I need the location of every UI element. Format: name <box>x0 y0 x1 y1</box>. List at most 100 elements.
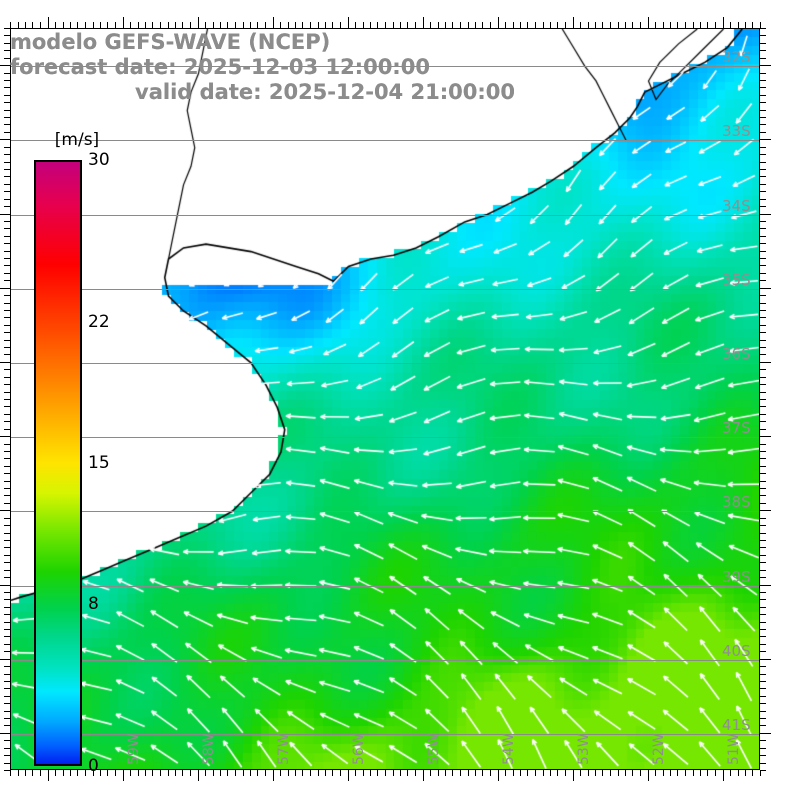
axis-tick <box>663 22 664 28</box>
axis-tick <box>760 533 766 534</box>
axis-tick <box>452 22 453 28</box>
axis-tick <box>4 80 10 81</box>
axis-tick <box>310 770 311 776</box>
axis-tick <box>760 80 766 81</box>
gridline-lat <box>11 437 759 438</box>
axis-tick <box>100 22 101 28</box>
axis-tick <box>4 622 10 623</box>
axis-tick <box>4 518 10 519</box>
axis-tick <box>4 273 10 274</box>
colorbar-tick: 8 <box>88 594 99 615</box>
axis-tick <box>55 22 56 28</box>
gridline-lat <box>11 66 759 67</box>
axis-tick <box>0 436 10 437</box>
axis-tick <box>93 22 94 28</box>
longitude-label: 56W <box>350 733 367 765</box>
axis-tick <box>400 22 401 28</box>
axis-tick <box>235 770 236 776</box>
axis-tick <box>760 592 766 593</box>
axis-tick <box>760 473 766 474</box>
axis-tick <box>377 770 378 776</box>
axis-tick <box>55 770 56 776</box>
axis-tick <box>760 392 766 393</box>
axis-tick <box>760 199 766 200</box>
axis-tick <box>670 770 671 776</box>
axis-tick <box>760 117 766 118</box>
gridline-lat <box>11 660 759 661</box>
axis-tick <box>85 770 86 776</box>
axis-tick <box>160 770 161 776</box>
axis-tick <box>4 481 10 482</box>
axis-tick <box>4 473 10 474</box>
axis-tick <box>760 503 766 504</box>
axis-tick <box>752 770 753 776</box>
axis-tick <box>4 303 10 304</box>
axis-tick <box>48 17 49 28</box>
axis-tick <box>760 674 766 675</box>
axis-tick <box>32 770 33 776</box>
gridline-lat <box>11 586 759 587</box>
longitude-label: 59W <box>125 733 142 765</box>
axis-tick <box>760 317 766 318</box>
axis-tick <box>505 22 506 28</box>
axis-tick <box>4 666 10 667</box>
axis-tick <box>588 770 589 776</box>
axis-tick <box>760 169 766 170</box>
axis-tick <box>4 243 10 244</box>
axis-tick <box>257 22 258 28</box>
axis-tick <box>10 770 11 776</box>
axis-tick <box>4 644 10 645</box>
axis-tick <box>573 770 574 781</box>
axis-tick <box>760 43 766 44</box>
axis-tick <box>4 555 10 556</box>
axis-tick <box>4 28 10 29</box>
axis-tick <box>107 22 108 28</box>
axis-tick <box>760 562 766 563</box>
axis-tick <box>648 770 649 781</box>
axis-tick <box>4 251 10 252</box>
axis-tick <box>100 770 101 776</box>
axis-tick <box>513 22 514 28</box>
latitude-label: 33S <box>722 122 751 141</box>
axis-tick <box>760 303 766 304</box>
axis-tick <box>760 406 766 407</box>
axis-tick <box>318 770 319 776</box>
axis-tick <box>393 22 394 28</box>
axis-tick <box>760 414 766 415</box>
axis-tick <box>535 770 536 776</box>
longitude-label: 51W <box>725 733 742 765</box>
axis-tick <box>595 770 596 776</box>
longitude-label: 53W <box>575 733 592 765</box>
axis-tick <box>4 310 10 311</box>
axis-tick <box>760 466 766 467</box>
map-plot-area <box>10 28 760 770</box>
axis-tick <box>4 347 10 348</box>
axis-tick <box>4 488 10 489</box>
axis-tick <box>385 22 386 28</box>
axis-tick <box>655 22 656 28</box>
colorbar-tick: 22 <box>88 311 110 332</box>
axis-tick <box>618 770 619 776</box>
axis-tick <box>130 770 131 776</box>
axis-tick <box>205 22 206 28</box>
axis-tick <box>625 22 626 28</box>
axis-tick <box>4 607 10 608</box>
axis-tick <box>760 251 766 252</box>
axis-tick <box>760 703 766 704</box>
axis-tick <box>4 206 10 207</box>
axis-tick <box>693 770 694 776</box>
axis-tick <box>257 770 258 776</box>
axis-tick <box>520 22 521 28</box>
axis-tick <box>4 674 10 675</box>
axis-tick <box>4 495 10 496</box>
axis-tick <box>145 770 146 776</box>
axis-tick <box>760 525 766 526</box>
axis-tick <box>415 22 416 28</box>
axis-tick <box>4 533 10 534</box>
axis-tick <box>760 191 766 192</box>
axis-tick <box>25 770 26 776</box>
axis-tick <box>752 22 753 28</box>
axis-tick <box>760 436 771 437</box>
axis-tick <box>707 22 708 28</box>
axis-tick <box>4 154 10 155</box>
